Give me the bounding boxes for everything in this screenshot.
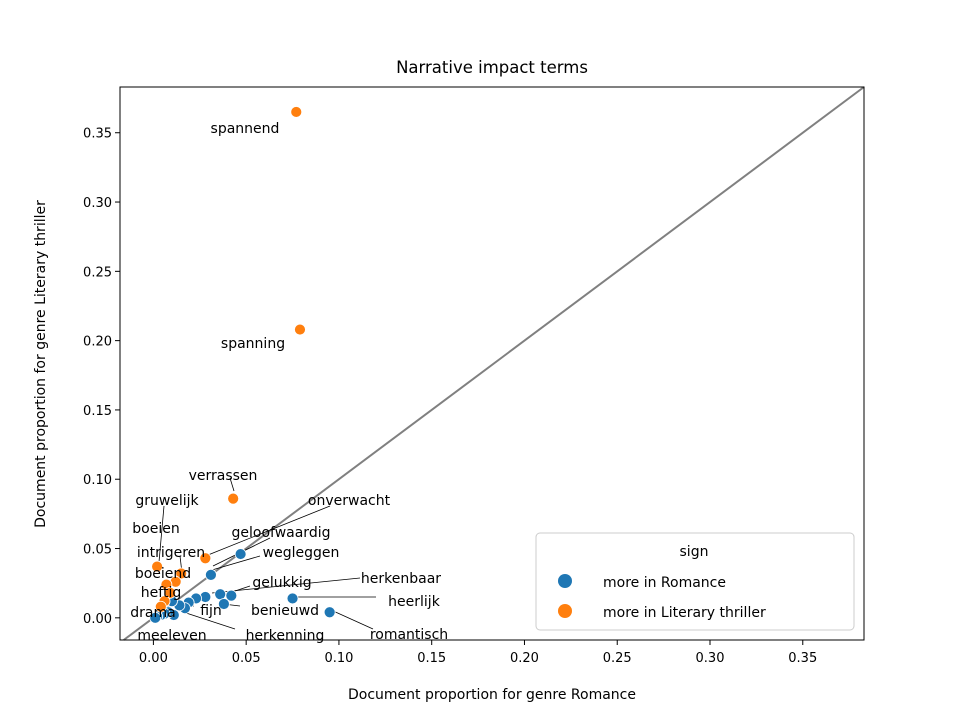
label-heftig: heftig <box>141 585 181 601</box>
label-wegleggen: wegleggen <box>263 545 340 561</box>
label-boeiend: boeiend <box>135 566 191 582</box>
y-tick-label: 0.05 <box>83 543 112 558</box>
plot-area: spannend spanning verrassen gruwelijk onverw… <box>119 86 865 644</box>
label-drama: drama <box>130 605 175 621</box>
y-axis-title: Document proportion for genre Literary t… <box>33 200 49 528</box>
x-axis-ticks: 0.00 0.05 0.10 0.15 0.20 0.25 0.30 0.35 <box>139 640 817 666</box>
point-verrassen <box>227 492 240 505</box>
data-points <box>149 106 336 624</box>
leader-herkenbaar <box>211 577 361 594</box>
chart-title: Narrative impact terms <box>396 58 588 77</box>
x-tick-label: 0.25 <box>603 651 632 666</box>
y-tick-label: 0.15 <box>83 404 112 419</box>
y-tick-label: 0.30 <box>83 196 112 211</box>
legend-label-thriller: more in Literary thriller <box>603 605 766 621</box>
x-tick-label: 0.15 <box>417 651 446 666</box>
label-gruwelijk: gruwelijk <box>135 493 199 509</box>
y-tick-label: 0.10 <box>83 473 112 488</box>
legend-box <box>535 532 855 631</box>
leader-herkenning <box>179 610 236 630</box>
leader-verrassen <box>229 477 235 492</box>
leader-wegleggen <box>211 555 261 571</box>
legend-title: sign <box>680 544 709 560</box>
point-wegleggen <box>205 568 217 581</box>
label-spannend: spannend <box>211 121 280 137</box>
point-heftig <box>164 586 176 599</box>
legend: sign more in Romance more in Literary th… <box>535 532 855 631</box>
legend-marker-thriller <box>558 604 572 618</box>
diagonal-layer <box>123 86 865 641</box>
legend-marker-romance <box>558 574 572 588</box>
label-onverwacht: onverwacht <box>308 493 391 509</box>
leader-onverwacht <box>207 505 331 556</box>
leader-gruwelijk <box>158 505 165 563</box>
point-herkenbaar <box>286 592 299 605</box>
y-axis-ticks: 0.00 0.05 0.10 0.15 0.20 0.25 0.30 0.35 <box>83 127 120 627</box>
x-tick-label: 0.20 <box>510 651 539 666</box>
point-series1-10 <box>154 600 167 613</box>
point-romantisch <box>323 606 336 619</box>
x-tick-label: 0.00 <box>139 651 168 666</box>
label-intrigeren: intrigeren <box>137 545 205 561</box>
label-gelukkig: gelukkig <box>252 575 311 591</box>
x-tick-label: 0.30 <box>696 651 725 666</box>
label-romantisch: romantisch <box>370 627 448 643</box>
label-benieuwd: benieuwd <box>251 603 319 619</box>
point-benieuwd <box>218 598 230 610</box>
point-gruwelijk <box>151 560 164 573</box>
point-spanning <box>294 323 306 336</box>
y-tick-label: 0.25 <box>83 265 112 280</box>
y-tick-label: 0.20 <box>83 335 112 350</box>
label-herkenning: herkenning <box>246 628 325 644</box>
x-tick-label: 0.35 <box>788 651 817 666</box>
x-tick-label: 0.10 <box>324 651 353 666</box>
point-geloofwaardig <box>234 548 247 560</box>
point-labels: spannend spanning verrassen gruwelijk onverw… <box>130 121 448 644</box>
leader-romantisch <box>330 609 374 630</box>
x-axis-title: Document proportion for genre Romance <box>348 687 636 703</box>
point-onverwacht <box>199 552 212 565</box>
plot-frame <box>119 86 865 641</box>
label-verrassen: verrassen <box>189 468 258 484</box>
equality-line <box>123 86 865 641</box>
point-intrigeren <box>175 567 188 580</box>
legend-label-romance: more in Romance <box>603 575 726 591</box>
point-series0-18 <box>149 611 162 624</box>
y-tick-label: 0.35 <box>83 127 112 142</box>
label-fijn: fijn <box>200 603 222 619</box>
label-geloofwaardig: geloofwaardig <box>232 525 331 541</box>
label-meeleven: meeleven <box>137 628 206 644</box>
leader-lines <box>158 477 376 630</box>
x-tick-label: 0.05 <box>232 651 261 666</box>
label-herkenbaar: herkenbaar <box>361 571 441 587</box>
label-spanning: spanning <box>221 336 285 352</box>
point-spannend <box>290 106 303 118</box>
label-heerlijk: heerlijk <box>388 594 441 610</box>
y-tick-label: 0.00 <box>83 612 112 627</box>
label-boeien: boeien <box>132 521 179 537</box>
